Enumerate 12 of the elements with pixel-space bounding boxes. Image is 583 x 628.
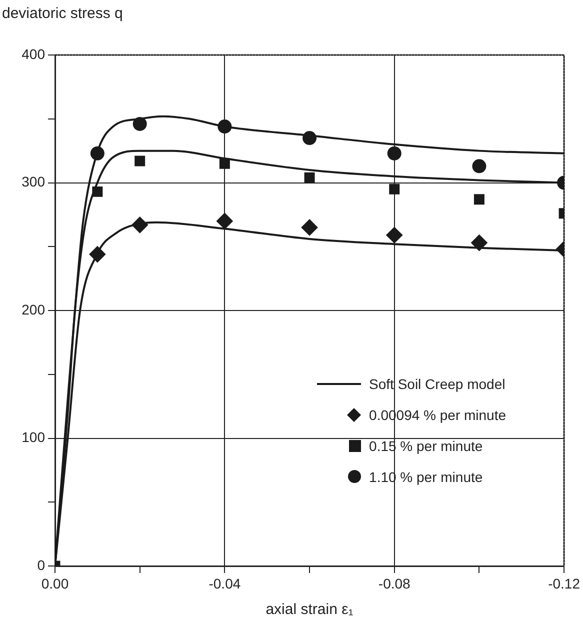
y-tick-label: 100 [22, 429, 46, 446]
y-tick-label: 0 [37, 556, 46, 573]
y-tick-label: 300 [22, 174, 46, 190]
x-tick-label: -0.08 [378, 575, 411, 592]
x-tick-label: 0.00 [41, 575, 69, 592]
x-axis-title: axial strain ε₁ [266, 601, 354, 618]
x-tick-label: -0.04 [208, 575, 241, 592]
y-axis-title: deviatoric stress q [2, 5, 123, 22]
y-tick-label: 200 [22, 301, 46, 318]
legend-label: Soft Soil Creep model [369, 376, 506, 392]
y-tick-label: 400 [22, 46, 46, 62]
x-tick-label: -0.12 [548, 575, 580, 592]
